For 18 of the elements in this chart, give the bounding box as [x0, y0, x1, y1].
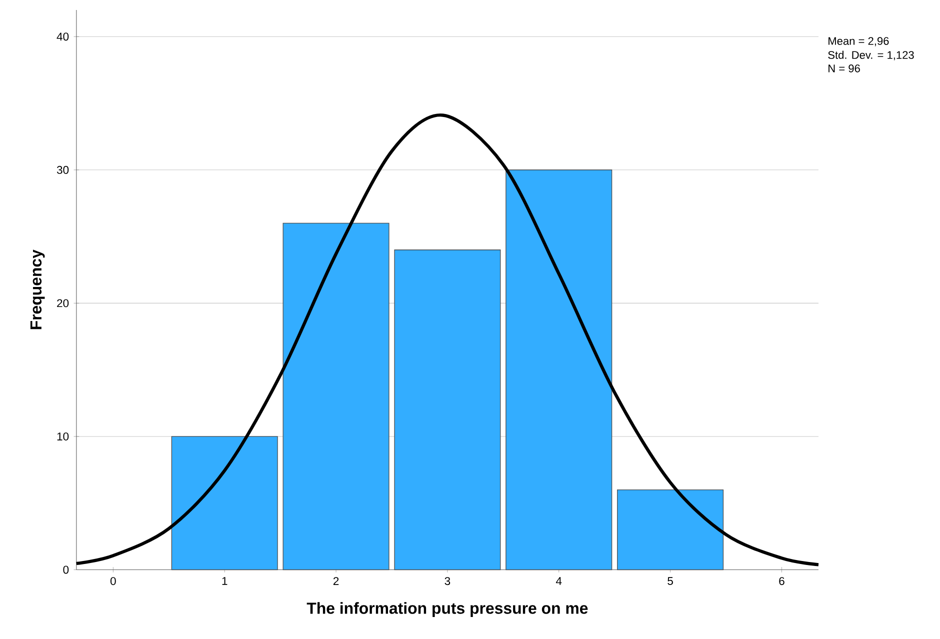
x-axis-title: The information puts pressure on me	[306, 602, 588, 617]
text: N = 96	[828, 64, 860, 72]
x-tick-label: 5	[668, 576, 673, 585]
y-tick-label: 40	[56, 32, 69, 40]
text: Std. Dev. = 1,123	[828, 50, 914, 60]
x-tick-label: 3	[444, 576, 450, 585]
y-tick-label: 0	[63, 566, 69, 574]
x-tick-label: 2	[333, 576, 339, 585]
x-tick-label: 4	[556, 576, 562, 585]
x-tick-label: 1	[222, 576, 228, 585]
x-tick-label: 6	[779, 576, 784, 585]
x-tick-label: 0	[110, 576, 116, 585]
line-series	[74, 113, 820, 566]
y-tick-label: 10	[57, 432, 69, 440]
y-tick-label: 20	[57, 298, 69, 307]
y-axis-title: Frequency	[30, 249, 45, 329]
y-tick-label: 30	[56, 166, 69, 174]
text: Mean = 2,96	[828, 36, 889, 46]
